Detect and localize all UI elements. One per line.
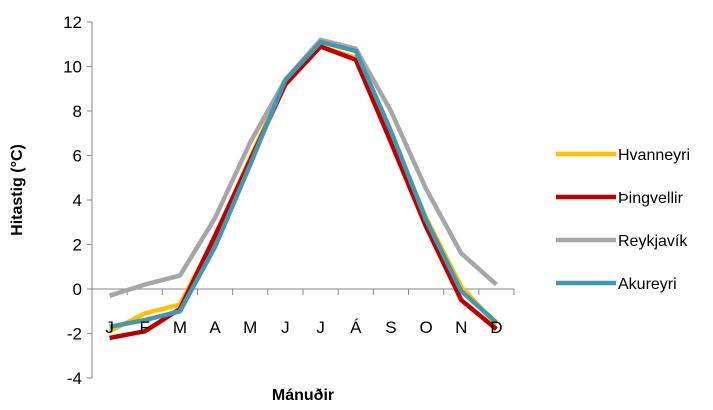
legend: Hvanneyri Þingvellir Reykjavík Akureyri xyxy=(556,147,690,293)
y-tick-label: 12 xyxy=(63,13,82,32)
y-axis-title: Hitastig (°C) xyxy=(9,144,26,236)
x-tick-label: J xyxy=(105,318,114,337)
x-tick-label: F xyxy=(140,318,150,337)
y-tick-label: 4 xyxy=(73,191,82,210)
x-tick-label: D xyxy=(490,318,502,337)
series-line-4 xyxy=(109,39,498,330)
x-axis-title: Mánuðir xyxy=(272,387,334,404)
x-tick-label: S xyxy=(385,318,396,337)
y-tick-label: 2 xyxy=(73,236,82,255)
y-tick-label: -4 xyxy=(67,369,82,388)
legend-label-1: Hvanneyri xyxy=(618,147,690,164)
y-tick-label: 10 xyxy=(63,58,82,77)
x-tick-label: J xyxy=(281,318,290,337)
x-tick-label: M xyxy=(173,318,187,337)
legend-label-3: Reykjavík xyxy=(618,233,688,250)
x-tick-label: Á xyxy=(350,318,362,337)
x-tick-label: O xyxy=(419,318,432,337)
legend-label-2: Þingvellir xyxy=(618,190,684,207)
y-tick-label: 6 xyxy=(73,147,82,166)
x-tick-label: N xyxy=(455,318,467,337)
y-tick-label: 0 xyxy=(73,280,82,299)
y-tick-label: 8 xyxy=(73,102,82,121)
y-tick-label: -2 xyxy=(67,325,82,344)
x-tick-label: M xyxy=(243,318,257,337)
legend-label-4: Akureyri xyxy=(618,276,677,293)
x-tick-label: A xyxy=(209,318,221,337)
x-tick-label: J xyxy=(316,318,325,337)
